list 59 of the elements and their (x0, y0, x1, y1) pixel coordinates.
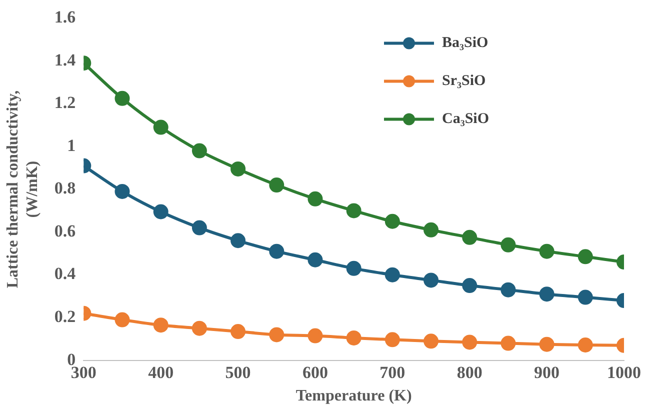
x-tick-label: 700 (380, 362, 406, 382)
y-tick-label: 1 (67, 136, 76, 155)
point (462, 278, 478, 294)
point (539, 286, 554, 302)
point (346, 203, 362, 218)
x-tick-label: 600 (302, 362, 328, 382)
point (346, 260, 362, 276)
point (308, 191, 323, 206)
y-tick-label: 0.2 (54, 307, 76, 326)
point (539, 336, 554, 352)
point (153, 204, 168, 220)
point (230, 161, 246, 176)
point (114, 312, 130, 328)
point (424, 222, 439, 238)
point (384, 332, 400, 348)
legend-label: Ca₃SiO (442, 111, 490, 128)
y-tick-label: 0.8 (54, 178, 76, 198)
point (114, 90, 130, 106)
y-axis-title: Lattice thermal conductivity, (W/mK) (4, 90, 41, 288)
x-tick-label: 500 (225, 362, 251, 382)
y-tick-label: 0.4 (54, 264, 76, 284)
point (230, 324, 246, 340)
point (462, 230, 478, 245)
point (192, 220, 207, 236)
point (269, 178, 284, 193)
point (500, 336, 516, 351)
point (114, 184, 130, 199)
point (192, 143, 207, 158)
y-tick-label: 1.4 (54, 50, 76, 70)
point (424, 272, 439, 288)
x-tick-label: 900 (534, 362, 560, 382)
point (578, 290, 593, 305)
point (384, 267, 400, 282)
legend-label: Ba₃SiO (442, 35, 488, 52)
point (192, 320, 207, 336)
y-tick-label: 1.6 (54, 8, 76, 27)
point (153, 120, 168, 135)
point (269, 244, 284, 259)
point (500, 282, 516, 298)
point (424, 334, 439, 349)
point (462, 334, 478, 350)
y-tick-label: 1.2 (54, 93, 76, 112)
x-tick-label: 800 (456, 362, 482, 382)
point (539, 244, 554, 259)
x-tick-label: 1000 (607, 362, 641, 382)
point (308, 328, 323, 344)
x-tick-label: 400 (148, 362, 174, 382)
point (230, 233, 246, 248)
point (500, 237, 516, 252)
point (384, 214, 400, 229)
point (346, 330, 362, 346)
point (153, 318, 168, 333)
point (578, 249, 593, 264)
point (308, 252, 323, 268)
y-tick-label: 0.6 (54, 221, 76, 240)
legend-label: Sr₃SiO (442, 73, 486, 90)
point (269, 327, 284, 342)
point (578, 338, 593, 352)
x-axis-title: Temperature (K) (296, 388, 412, 405)
